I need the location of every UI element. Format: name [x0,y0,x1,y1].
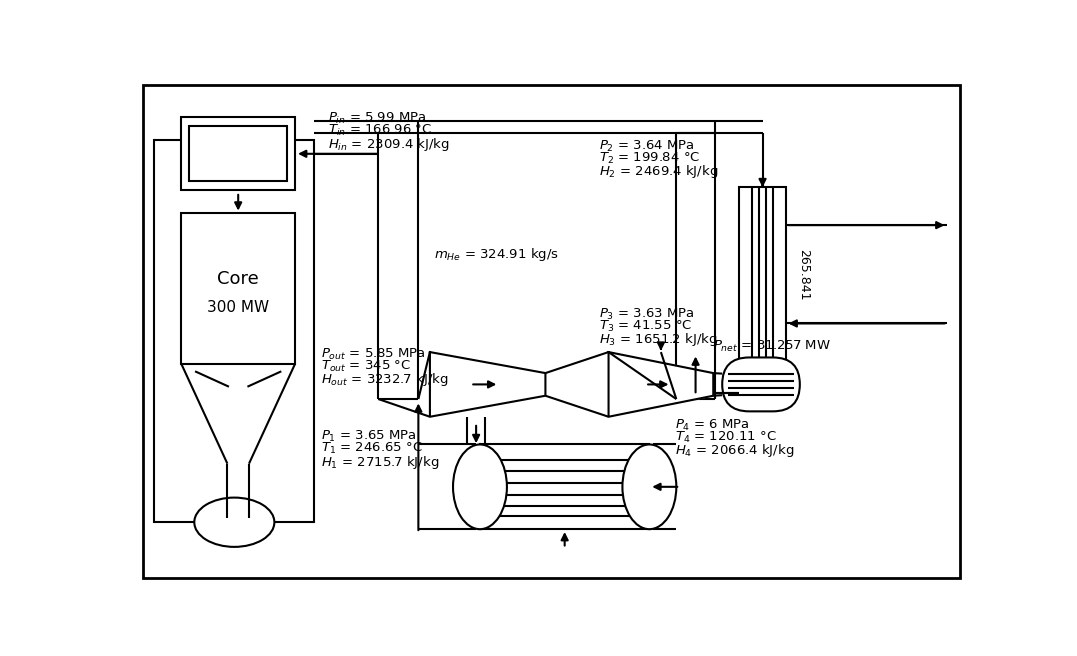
Ellipse shape [194,498,275,547]
Text: $P_{out}$ = 5.85 MPa: $P_{out}$ = 5.85 MPa [321,346,425,361]
Text: 265.841: 265.841 [797,249,810,301]
Text: $P_2$ = 3.64 MPa: $P_2$ = 3.64 MPa [599,139,695,154]
Ellipse shape [623,445,676,529]
Bar [740,186,785,362]
Text: $H_{out}$ = 3232.7 kJ/kg: $H_{out}$ = 3232.7 kJ/kg [321,371,448,388]
Polygon shape [430,352,545,417]
Text: Core: Core [218,270,260,288]
Text: $H_4$ = 2066.4 kJ/kg: $H_4$ = 2066.4 kJ/kg [675,442,794,459]
Text: $P_1$ = 3.65 MPa: $P_1$ = 3.65 MPa [321,429,417,444]
Text: $H_1$ = 2715.7 kJ/kg: $H_1$ = 2715.7 kJ/kg [321,454,438,471]
Text: $T_1$ = 246.65 °C: $T_1$ = 246.65 °C [321,441,422,457]
Bar [480,445,649,529]
Bar [154,140,314,522]
Ellipse shape [453,445,507,529]
Text: $H_2$ = 2469.4 kJ/kg: $H_2$ = 2469.4 kJ/kg [599,163,718,180]
Text: $P_4$ = 6 MPa: $P_4$ = 6 MPa [675,417,750,432]
Text: 300 MW: 300 MW [207,300,269,316]
FancyBboxPatch shape [723,358,800,411]
Text: $T_4$ = 120.11 °C: $T_4$ = 120.11 °C [675,430,777,445]
Text: $P_{in}$ = 5.99 MPa: $P_{in}$ = 5.99 MPa [328,111,426,126]
Text: $T_{out}$ = 345 °C: $T_{out}$ = 345 °C [321,359,410,374]
Bar [181,117,295,190]
Text: $P_3$ = 3.63 MPa: $P_3$ = 3.63 MPa [599,306,695,321]
Text: $H_3$ = 1651.2 kJ/kg: $H_3$ = 1651.2 kJ/kg [599,331,718,348]
Text: $T_2$ = 199.84 °C: $T_2$ = 199.84 °C [599,151,700,166]
Text: $m_{He}$ = 324.91 kg/s: $m_{He}$ = 324.91 kg/s [434,246,559,263]
Bar [181,213,295,363]
Text: $T_{in}$ = 166.96 °C: $T_{in}$ = 166.96 °C [328,123,433,138]
Text: $P_{net}$ = 31.257 MW: $P_{net}$ = 31.257 MW [713,339,831,354]
Polygon shape [609,352,713,417]
Text: $H_{in}$ = 2309.4 kJ/kg: $H_{in}$ = 2309.4 kJ/kg [328,136,450,153]
Text: $T_3$ = 41.55 °C: $T_3$ = 41.55 °C [599,319,693,334]
Bar [188,127,288,181]
